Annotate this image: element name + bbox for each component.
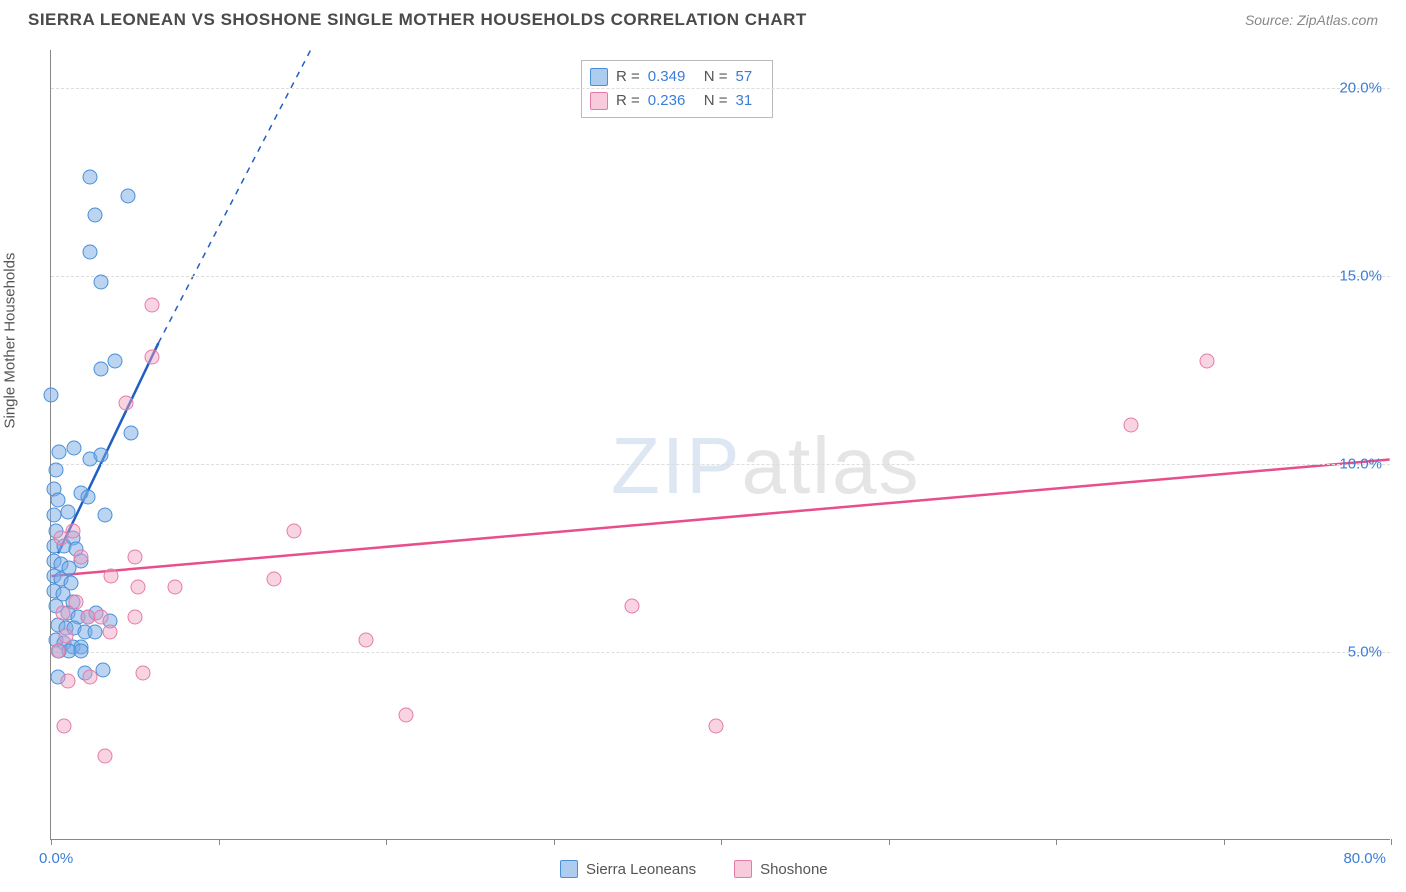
data-point xyxy=(167,579,182,594)
scatter-plot: ZIPatlas R = 0.349 N = 57 R = 0.236 N = … xyxy=(50,50,1390,840)
data-point xyxy=(57,719,72,734)
data-point xyxy=(74,643,89,658)
x-max-label: 80.0% xyxy=(1343,850,1386,867)
x-tick xyxy=(1056,839,1057,845)
x-tick xyxy=(721,839,722,845)
x-origin-label: 0.0% xyxy=(39,850,73,867)
swatch-icon xyxy=(734,860,752,878)
bottom-legend: Sierra Leoneans Shoshone xyxy=(560,860,828,878)
x-tick xyxy=(1391,839,1392,845)
data-point xyxy=(102,625,117,640)
data-point xyxy=(121,188,136,203)
data-point xyxy=(82,169,97,184)
data-point xyxy=(144,297,159,312)
data-point xyxy=(44,388,59,403)
data-point xyxy=(74,549,89,564)
chart-title: SIERRA LEONEAN VS SHOSHONE SINGLE MOTHER… xyxy=(28,10,807,30)
data-point xyxy=(97,749,112,764)
data-point xyxy=(124,425,139,440)
data-point xyxy=(131,579,146,594)
stat-n-label: N = xyxy=(704,89,728,113)
stat-n-label: N = xyxy=(704,65,728,89)
data-point xyxy=(286,523,301,538)
data-point xyxy=(80,489,95,504)
x-tick xyxy=(554,839,555,845)
data-point xyxy=(708,719,723,734)
data-point xyxy=(119,395,134,410)
data-point xyxy=(399,707,414,722)
x-tick xyxy=(51,839,52,845)
data-point xyxy=(82,670,97,685)
stats-row-series2: R = 0.236 N = 31 xyxy=(590,89,760,113)
data-point xyxy=(1124,418,1139,433)
gridline xyxy=(51,652,1390,653)
data-point xyxy=(136,666,151,681)
data-point xyxy=(55,606,70,621)
x-tick xyxy=(1224,839,1225,845)
y-tick-label: 10.0% xyxy=(1339,455,1382,472)
gridline xyxy=(51,464,1390,465)
data-point xyxy=(104,568,119,583)
trendline-dashed xyxy=(158,50,310,343)
data-point xyxy=(50,643,65,658)
source-attribution: Source: ZipAtlas.com xyxy=(1245,12,1378,28)
stat-n-value: 31 xyxy=(736,89,760,113)
stats-legend: R = 0.349 N = 57 R = 0.236 N = 31 xyxy=(581,60,773,118)
data-point xyxy=(94,610,109,625)
trendline-solid xyxy=(51,460,1389,576)
x-tick xyxy=(889,839,890,845)
data-point xyxy=(127,610,142,625)
stat-r-value: 0.349 xyxy=(648,65,696,89)
data-point xyxy=(266,572,281,587)
legend-item-series2: Shoshone xyxy=(734,860,828,878)
stat-r-label: R = xyxy=(616,89,640,113)
data-point xyxy=(358,632,373,647)
data-point xyxy=(1199,354,1214,369)
watermark: ZIPatlas xyxy=(611,420,920,512)
data-point xyxy=(94,275,109,290)
data-point xyxy=(49,463,64,478)
swatch-icon xyxy=(590,92,608,110)
data-point xyxy=(625,598,640,613)
y-tick-label: 5.0% xyxy=(1348,643,1382,660)
data-point xyxy=(144,350,159,365)
stats-row-series1: R = 0.349 N = 57 xyxy=(590,65,760,89)
legend-item-series1: Sierra Leoneans xyxy=(560,860,696,878)
swatch-icon xyxy=(560,860,578,878)
data-point xyxy=(87,625,102,640)
y-axis-title: Single Mother Households xyxy=(2,253,19,429)
data-point xyxy=(95,662,110,677)
data-point xyxy=(107,354,122,369)
y-tick-label: 15.0% xyxy=(1339,267,1382,284)
data-point xyxy=(94,448,109,463)
data-point xyxy=(52,444,67,459)
x-tick xyxy=(386,839,387,845)
legend-label: Shoshone xyxy=(760,861,828,878)
stat-r-label: R = xyxy=(616,65,640,89)
data-point xyxy=(87,207,102,222)
data-point xyxy=(97,508,112,523)
data-point xyxy=(127,549,142,564)
y-tick-label: 20.0% xyxy=(1339,79,1382,96)
data-point xyxy=(60,674,75,689)
gridline xyxy=(51,88,1390,89)
gridline xyxy=(51,276,1390,277)
legend-label: Sierra Leoneans xyxy=(586,861,696,878)
data-point xyxy=(60,504,75,519)
swatch-icon xyxy=(590,68,608,86)
data-point xyxy=(82,245,97,260)
stat-r-value: 0.236 xyxy=(648,89,696,113)
data-point xyxy=(67,440,82,455)
x-tick xyxy=(219,839,220,845)
data-point xyxy=(69,595,84,610)
data-point xyxy=(65,523,80,538)
data-point xyxy=(59,628,74,643)
stat-n-value: 57 xyxy=(736,65,760,89)
